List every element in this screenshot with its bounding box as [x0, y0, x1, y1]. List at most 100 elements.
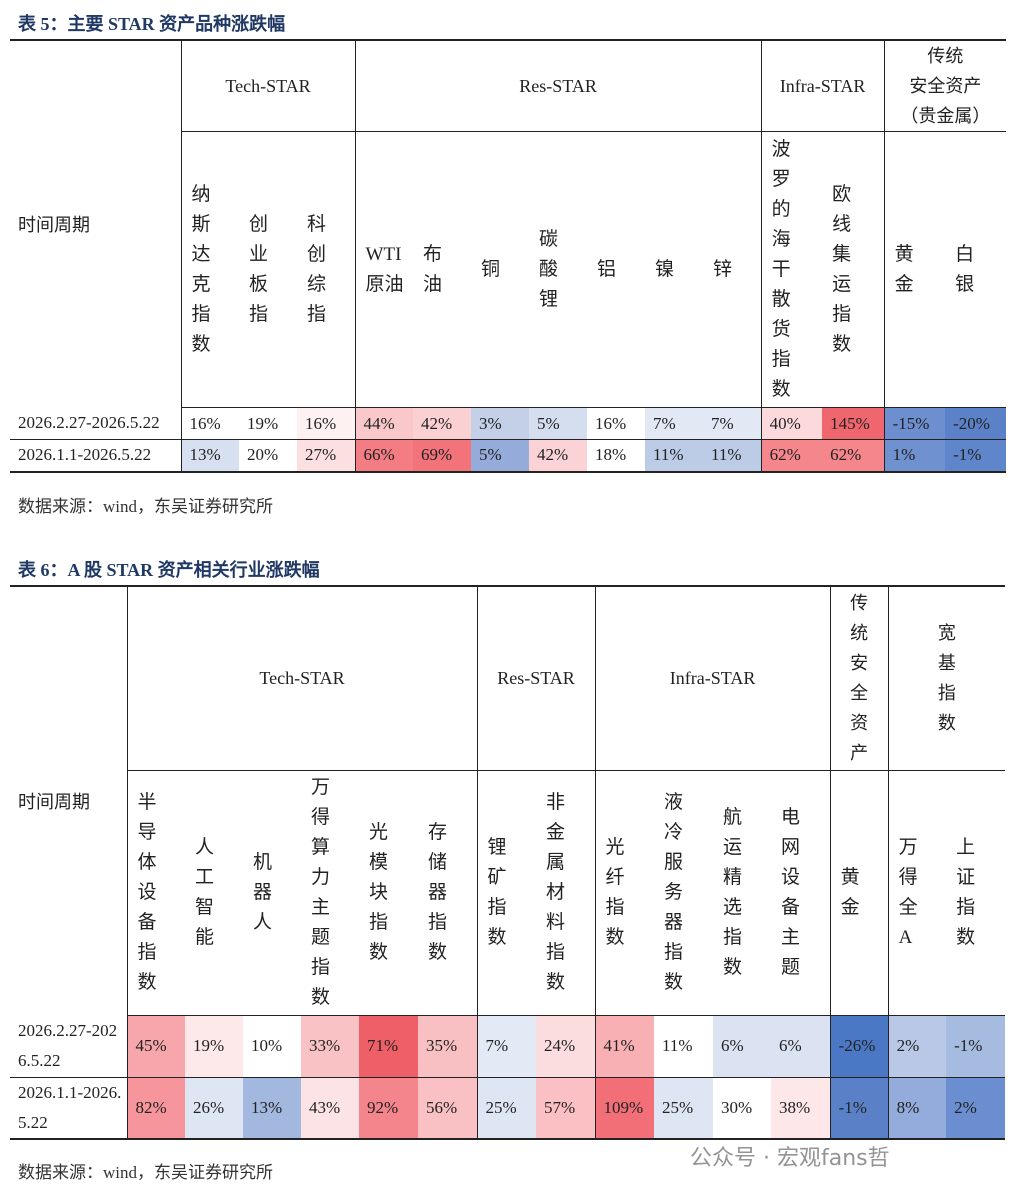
value-cell: 33%: [301, 1015, 359, 1078]
column-header: 布油: [413, 131, 472, 408]
period: 2026.2.27-2026.5.22: [18, 1020, 118, 1070]
column-name: 碳酸锂: [539, 228, 559, 310]
row-header: 时间周期: [18, 215, 90, 236]
value: 8%: [896, 1097, 920, 1117]
value: 6%: [779, 1036, 802, 1055]
group-header: Tech-STAR: [126, 586, 478, 771]
group-name-line: 安全资产: [909, 76, 982, 96]
column-header: 创业板指: [239, 131, 297, 408]
period-cell: 2026.2.27-2026.5.22: [10, 407, 181, 440]
column-name: 铜: [481, 258, 501, 280]
value-cell: 42%: [413, 407, 472, 440]
value: 82%: [135, 1097, 167, 1117]
value: 43%: [309, 1097, 341, 1117]
group-name: Tech-STAR: [259, 668, 345, 689]
column-name: 航运精选指数: [723, 806, 743, 978]
value: 13%: [189, 445, 221, 465]
value-cell: 16%: [180, 407, 239, 440]
value: 2%: [954, 1097, 977, 1117]
column-header: 白银: [945, 131, 1007, 408]
value: -15%: [892, 413, 930, 433]
group-name: Tech-STAR: [225, 76, 311, 96]
value-cell: 62%: [822, 439, 885, 472]
value: 56%: [426, 1097, 458, 1117]
group-name: 传统安全资产: [850, 593, 869, 764]
value: 71%: [367, 1036, 399, 1055]
value-cell: 69%: [413, 439, 472, 472]
value-cell: 16%: [297, 407, 356, 440]
group-header: 传统安全资产: [829, 586, 889, 771]
value-cell: 57%: [536, 1077, 596, 1139]
column-header: 黄金: [829, 770, 889, 1016]
column-header: 黄金: [883, 131, 946, 408]
column-header: 半导体设备指数: [126, 770, 185, 1016]
group-header: Res-STAR: [354, 40, 762, 132]
value-cell: 62%: [760, 439, 823, 472]
column-name: 万得算力主题指数: [311, 776, 331, 1008]
header-row: 时间周期 Tech-STAR Res-STAR Infra-STAR 传统安全资产 宽基指…: [10, 586, 1006, 812]
subheader-row: 纳斯达克指数 创业板指 科创综指 WTI原油 布油 铜 碳酸锂 铝 镍 锌 波罗的海干散货指数 欧线集…: [10, 131, 1007, 408]
value-cell: 6%: [713, 1015, 772, 1078]
column-name: 万得全A: [898, 836, 918, 948]
column-header: 存储器指数: [418, 770, 478, 1016]
value-cell: 25%: [654, 1077, 714, 1139]
column-header: 波罗的海干散货指数: [760, 131, 823, 408]
value-cell: 2%: [887, 1015, 947, 1078]
value: -1%: [953, 445, 982, 465]
value: 7%: [485, 1036, 509, 1055]
column-header: 电网设备主题: [771, 770, 831, 1016]
value-cell: 25%: [476, 1077, 537, 1139]
column-name: 铝: [597, 258, 617, 280]
value: 62%: [830, 445, 862, 465]
table: 时间周期 Tech-STAR Res-STAR Infra-STAR 传统 安全资产 （贵金…: [10, 39, 1007, 473]
value: 11%: [662, 1036, 693, 1055]
value: 16%: [189, 413, 221, 433]
value-cell: 71%: [359, 1015, 418, 1078]
column-name: 机器人: [253, 851, 273, 933]
column-header: 万得算力主题指数: [301, 770, 359, 1016]
value-cell: 2%: [946, 1077, 1006, 1139]
column-header: 航运精选指数: [713, 770, 772, 1016]
row-header-cell: 时间周期: [10, 40, 181, 408]
column-header: 万得全A: [887, 770, 947, 1016]
value: 40%: [769, 413, 801, 433]
group-name: 宽基指数: [937, 623, 956, 734]
value: 13%: [251, 1097, 283, 1117]
data-row: 2026.1.1-2026.5.22 13% 20% 27% 66% 69% 5% 42% 18…: [10, 439, 1007, 472]
value: 25%: [485, 1097, 517, 1117]
column-header: 科创综指: [297, 131, 356, 408]
data-row: 2026.1.1-2026.5.22 82% 26% 13% 43% 92% 56% 25% 5…: [10, 1077, 1006, 1139]
source-note: 数据来源：wind，东吴证券研究所: [18, 1163, 273, 1182]
value-cell: 7%: [703, 407, 762, 440]
column-name: 锂矿指数: [487, 836, 507, 948]
value: 25%: [662, 1097, 694, 1117]
value: 5%: [479, 445, 502, 465]
value-cell: 56%: [418, 1077, 478, 1139]
column-name: 黄金: [894, 243, 914, 295]
value: 42%: [421, 413, 453, 433]
column-header: 欧线集运指数: [822, 131, 885, 408]
value-cell: 5%: [529, 407, 588, 440]
value: 45%: [135, 1036, 167, 1055]
value: 38%: [779, 1097, 811, 1117]
column-header: 液冷服务器指数: [654, 770, 714, 1016]
value: 2%: [896, 1036, 920, 1055]
column-name: WTI原油: [365, 243, 404, 295]
value-cell: 20%: [239, 439, 297, 472]
value-cell: 6%: [771, 1015, 831, 1078]
value-cell: 18%: [587, 439, 646, 472]
value: 35%: [426, 1036, 458, 1055]
value: 20%: [247, 445, 279, 465]
value-cell: 38%: [771, 1077, 831, 1139]
column-header: 铝: [587, 131, 646, 408]
table-title: 表 5：主要 STAR 资产品种涨跌幅: [18, 14, 286, 34]
column-name: 电网设备主题: [781, 806, 801, 978]
value: 41%: [603, 1036, 635, 1055]
value: 19%: [193, 1036, 225, 1055]
value: 10%: [251, 1036, 283, 1055]
group-header: Res-STAR: [476, 586, 596, 771]
value-cell: 11%: [654, 1015, 714, 1078]
value-cell: 145%: [822, 407, 885, 440]
value: 66%: [363, 445, 395, 465]
column-name: 纳斯达克指数: [191, 183, 211, 355]
